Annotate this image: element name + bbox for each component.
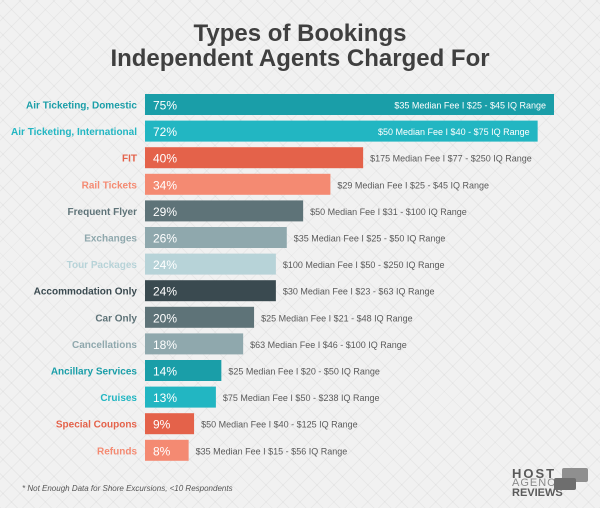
value-label-exchanges: 26% bbox=[153, 232, 177, 246]
value-label-air-ticketing-domestic: 75% bbox=[153, 99, 177, 113]
fee-annotation-rail-tickets: $29 Median Fee I $25 - $45 IQ Range bbox=[337, 180, 489, 190]
bar-cancellations bbox=[145, 333, 244, 355]
bar-accommodation-only bbox=[145, 280, 276, 302]
category-label-ancillary-services: Ancillary Services bbox=[51, 367, 138, 378]
bar-ancillary-services bbox=[145, 360, 222, 381]
value-label-cruises: 13% bbox=[153, 391, 177, 405]
value-label-accommodation-only: 24% bbox=[153, 285, 177, 299]
bar-exchanges bbox=[145, 227, 287, 248]
fee-annotation-air-ticketing-international: $50 Median Fee I $40 - $75 IQ Range bbox=[378, 127, 530, 137]
value-label-ancillary-services: 14% bbox=[153, 365, 177, 379]
chart-title-line-1: Types of Bookings bbox=[193, 20, 407, 47]
chart-title-line-2: Independent Agents Charged For bbox=[110, 45, 490, 72]
host-agency-reviews-logo: HOST AGENCY REVIEWS bbox=[510, 466, 590, 500]
logo-word-reviews: REVIEWS bbox=[512, 487, 563, 499]
value-label-car-only: 20% bbox=[153, 311, 177, 325]
fee-annotation-refunds: $35 Median Fee I $15 - $56 IQ Range bbox=[196, 446, 348, 456]
fee-annotation-accommodation-only: $30 Median Fee I $23 - $63 IQ Range bbox=[283, 287, 435, 297]
fee-annotation-car-only: $25 Median Fee I $21 - $48 IQ Range bbox=[261, 313, 413, 323]
category-label-cruises: Cruises bbox=[100, 393, 137, 404]
category-label-air-ticketing-domestic: Air Ticketing, Domestic bbox=[26, 101, 137, 112]
bar-tour-packages bbox=[145, 253, 276, 275]
fee-annotation-fit: $175 Median Fee I $77 - $250 IQ Range bbox=[370, 154, 532, 164]
fee-annotation-tour-packages: $100 Median Fee I $50 - $250 IQ Range bbox=[283, 260, 445, 270]
fee-annotation-frequent-flyer: $50 Median Fee I $31 - $100 IQ Range bbox=[310, 207, 467, 217]
value-label-tour-packages: 24% bbox=[153, 258, 177, 272]
category-label-fit: FIT bbox=[122, 154, 137, 165]
category-label-accommodation-only: Accommodation Only bbox=[34, 287, 138, 298]
category-label-rail-tickets: Rail Tickets bbox=[82, 180, 138, 191]
value-label-refunds: 8% bbox=[153, 444, 171, 458]
fee-annotation-special-coupons: $50 Median Fee I $40 - $125 IQ Range bbox=[201, 420, 358, 430]
value-label-special-coupons: 9% bbox=[153, 418, 171, 432]
bar-cruises bbox=[145, 386, 216, 408]
speech-bubble-icon-2 bbox=[554, 478, 576, 490]
value-label-cancellations: 18% bbox=[153, 338, 177, 352]
category-label-frequent-flyer: Frequent Flyer bbox=[68, 207, 138, 218]
value-label-air-ticketing-international: 72% bbox=[153, 125, 177, 139]
category-label-exchanges: Exchanges bbox=[84, 234, 137, 245]
fee-annotation-ancillary-services: $25 Median Fee I $20 - $50 IQ Range bbox=[228, 367, 380, 377]
logo-word-host: HOST bbox=[512, 466, 557, 481]
value-label-fit: 40% bbox=[153, 152, 177, 166]
bar-rail-tickets bbox=[145, 173, 331, 195]
bar-air-ticketing-international bbox=[145, 120, 538, 142]
bar-fit bbox=[145, 147, 364, 169]
fee-annotation-exchanges: $35 Median Fee I $25 - $50 IQ Range bbox=[294, 234, 446, 244]
logo-word-agency: AGENCY bbox=[512, 477, 565, 489]
fee-annotation-air-ticketing-domestic: $35 Median Fee I $25 - $45 IQ Range bbox=[394, 101, 546, 111]
fee-annotation-cruises: $75 Median Fee I $50 - $238 IQ Range bbox=[223, 393, 380, 403]
footnote: * Not Enough Data for Shore Excursions, … bbox=[22, 484, 233, 493]
category-label-air-ticketing-international: Air Ticketing, International bbox=[11, 127, 137, 138]
category-label-refunds: Refunds bbox=[97, 446, 137, 457]
bar-special-coupons bbox=[145, 413, 195, 435]
value-label-rail-tickets: 34% bbox=[153, 178, 177, 192]
category-label-special-coupons: Special Coupons bbox=[56, 420, 138, 431]
category-label-car-only: Car Only bbox=[95, 313, 137, 324]
category-label-cancellations: Cancellations bbox=[72, 340, 137, 351]
fee-annotation-cancellations: $63 Median Fee I $46 - $100 IQ Range bbox=[250, 340, 407, 350]
category-label-tour-packages: Tour Packages bbox=[67, 260, 138, 271]
bar-car-only bbox=[145, 306, 255, 328]
value-label-frequent-flyer: 29% bbox=[153, 205, 177, 219]
bar-frequent-flyer bbox=[145, 200, 304, 222]
bar-refunds bbox=[145, 439, 189, 461]
bar-air-ticketing-domestic bbox=[145, 94, 554, 115]
